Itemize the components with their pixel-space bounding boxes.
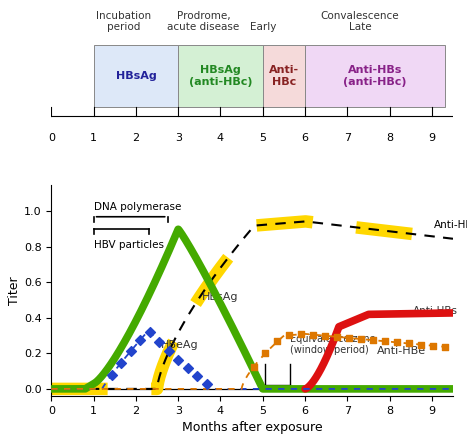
Text: Anti-
HBc: Anti- HBc [269,66,299,87]
Point [175,356,182,363]
Text: Anti-HBe: Anti-HBe [377,346,426,356]
Point [193,373,201,380]
Point [165,348,172,355]
Text: Equivalence zone
(window period): Equivalence zone (window period) [290,334,376,355]
Point [345,334,353,341]
Point [405,340,412,347]
Text: Anti-HBs
(anti-HBc): Anti-HBs (anti-HBc) [343,66,407,87]
Point [274,338,281,345]
FancyBboxPatch shape [178,45,263,107]
Point [441,343,448,350]
Point [429,342,436,349]
Point [117,359,125,366]
Point [127,348,134,355]
Text: 7: 7 [344,132,351,143]
FancyBboxPatch shape [263,45,305,107]
Text: 5: 5 [259,132,266,143]
Point [184,365,191,372]
Point [297,331,305,338]
Text: 2: 2 [132,132,140,143]
Text: Convalescence
Late: Convalescence Late [321,11,399,32]
Y-axis label: Titer: Titer [8,276,21,305]
Point [333,334,341,341]
Text: 9: 9 [428,132,435,143]
Text: Anti-HBs: Anti-HBs [413,306,458,316]
Text: 1: 1 [90,132,97,143]
Point [156,338,163,345]
Text: Anti-HBc: Anti-HBc [434,220,467,230]
Text: 6: 6 [302,132,309,143]
Point [250,363,257,370]
Point [286,332,293,339]
X-axis label: Months after exposure: Months after exposure [182,421,323,434]
Text: 4: 4 [217,132,224,143]
Point [393,339,401,346]
Point [262,350,269,357]
Text: 3: 3 [175,132,182,143]
Point [146,328,153,335]
Point [381,338,389,345]
FancyBboxPatch shape [305,45,445,107]
Text: HBV particles: HBV particles [94,240,163,250]
Point [108,371,115,378]
Text: HBsAg: HBsAg [115,71,156,81]
Text: HBsAg: HBsAg [201,292,238,302]
FancyBboxPatch shape [94,45,178,107]
Text: HBeAg: HBeAg [161,340,199,350]
Text: 0: 0 [48,132,55,143]
Text: Incubation
period: Incubation period [96,11,151,32]
Point [417,341,425,348]
Point [310,331,317,338]
Text: Prodrome,
acute disease: Prodrome, acute disease [168,11,240,32]
Text: HBsAg
(anti-HBc): HBsAg (anti-HBc) [189,66,252,87]
Point [136,337,144,344]
Point [321,332,329,339]
Point [357,336,365,343]
Text: DNA polymerase: DNA polymerase [94,202,181,213]
Text: Early: Early [249,22,276,32]
Text: 8: 8 [386,132,393,143]
Point [203,381,211,388]
Point [369,337,377,344]
